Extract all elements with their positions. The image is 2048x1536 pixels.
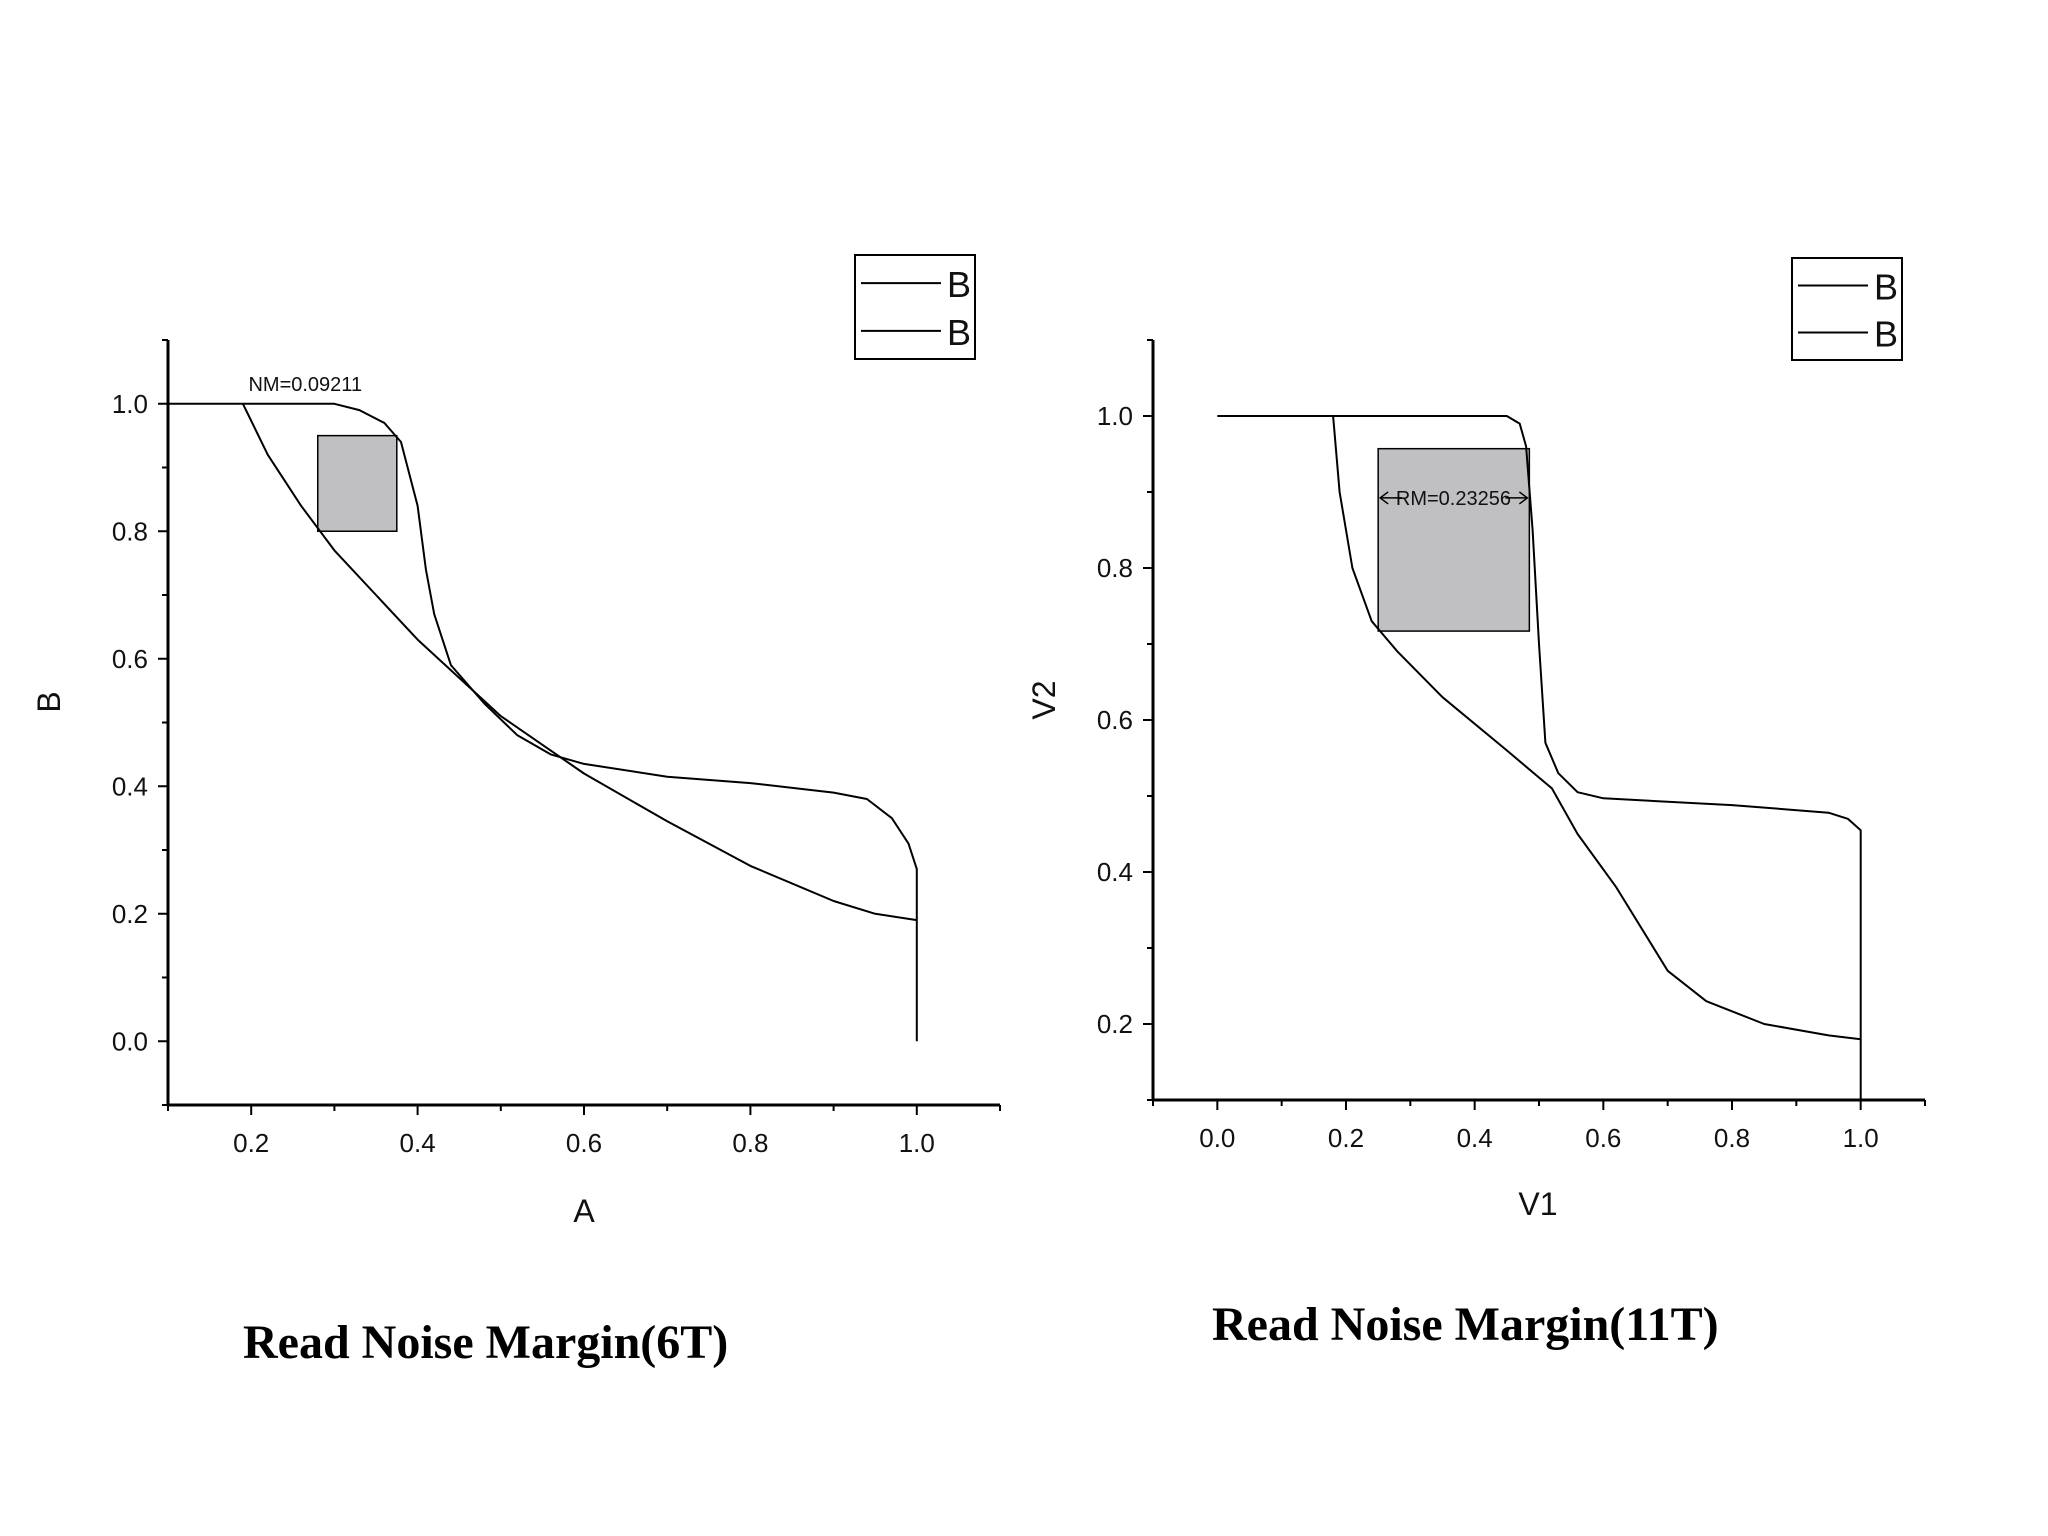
chart-6t-title: Read Noise Margin(6T): [243, 1316, 729, 1369]
chart-11t-y-tick-label: 0.6: [1097, 705, 1133, 735]
chart-11t-x-tick-label: 0.8: [1714, 1123, 1750, 1153]
chart-11t-title: Read Noise Margin(11T): [1212, 1298, 1719, 1351]
chart-6t-x-tick-label: 0.4: [400, 1128, 436, 1158]
chart-6t-margin-box: [317, 434, 398, 532]
chart-11t-y-axis-label: V2: [1026, 680, 1062, 719]
chart-6t-y-axis-label: B: [31, 691, 67, 712]
chart-11t-y-tick-label: 0.2: [1097, 1009, 1133, 1039]
chart-11t-x-axis-label: V1: [1518, 1186, 1557, 1222]
chart-6t: 0.2 0.4 0.6 0.8 1.0 0.0 0.2 0.4 0.6 0.8 1.0 A B NM=0.…: [31, 254, 1001, 1229]
chart-11t: 0.0 0.2 0.4 0.6 0.8 1.0 0.2 0.4 0.6 0.8 1.0 V1 V2 RM=…: [1026, 257, 1926, 1222]
chart-6t-legend-label: B: [947, 264, 971, 305]
chart-11t-x-tick-label: 1.0: [1843, 1123, 1879, 1153]
chart-6t-y-tick-label: 0.6: [112, 644, 148, 674]
chart-11t-series-1-line: [1217, 415, 1862, 1100]
chart-11t-x-tick-label: 0.6: [1585, 1123, 1621, 1153]
chart-11t-series-2-line: [1332, 415, 1861, 1041]
chart-11t-legend-label: B: [1874, 313, 1898, 354]
chart-6t-y-tick-label: 0.8: [112, 516, 148, 546]
chart-11t-y-tick-label: 1.0: [1097, 401, 1133, 431]
chart-6t-y-tick-label: 1.0: [112, 389, 148, 419]
chart-11t-y-tick-label: 0.8: [1097, 553, 1133, 583]
chart-11t-y-tick-label: 0.4: [1097, 857, 1133, 887]
chart-6t-x-tick-label: 0.6: [566, 1128, 602, 1158]
chart-11t-legend-label: B: [1874, 267, 1898, 308]
chart-6t-y-tick-label: 0.2: [112, 899, 148, 929]
chart-6t-y-tick-label: 0.4: [112, 771, 148, 801]
chart-11t-margin-box: [1377, 447, 1531, 632]
chart-6t-x-tick-label: 0.2: [233, 1128, 269, 1158]
chart-6t-x-axis-label: A: [573, 1193, 595, 1229]
chart-6t-y-tick-label: 0.0: [112, 1026, 148, 1056]
chart-6t-margin-label: NM=0.09211: [248, 374, 362, 396]
chart-6t-series-1-line: [168, 402, 918, 1042]
chart-11t-arrow-right-head: [1518, 491, 1529, 505]
chart-11t-x-tick-label: 0.0: [1199, 1123, 1235, 1153]
chart-11t-x-tick-label: 0.4: [1457, 1123, 1493, 1153]
chart-6t-legend: [854, 254, 976, 360]
chart-6t-x-tick-label: 0.8: [732, 1128, 768, 1158]
chart-6t-legend-label: B: [947, 312, 971, 353]
chart-11t-x-tick-label: 0.2: [1328, 1123, 1364, 1153]
chart-11t-margin-label: RM=0.23256: [1396, 488, 1511, 510]
chart-11t-arrow-left-head: [1378, 491, 1389, 505]
chart-6t-series-2-line: [242, 403, 917, 922]
chart-6t-x-tick-label: 1.0: [899, 1128, 935, 1158]
chart-11t-legend: [1791, 257, 1903, 361]
